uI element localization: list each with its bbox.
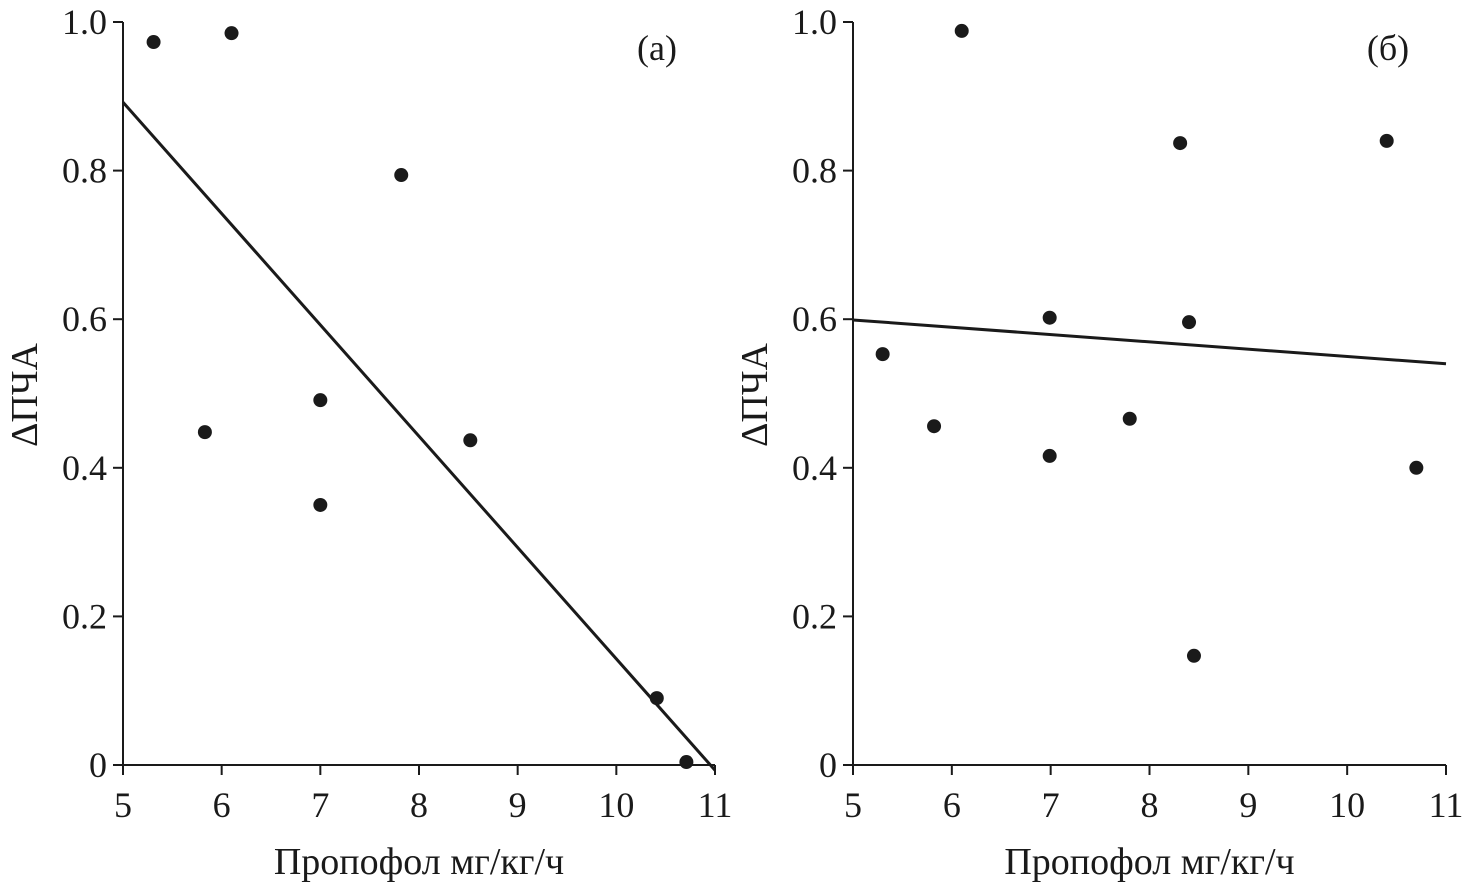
- y-axis-label: ΔПЧА: [4, 342, 46, 447]
- data-point: [463, 433, 478, 448]
- x-tick-label: 9: [509, 785, 527, 825]
- x-tick-label: 8: [1141, 785, 1159, 825]
- data-point: [313, 393, 328, 408]
- panel-label: (б): [1367, 28, 1409, 68]
- x-tick-label: 11: [1429, 785, 1464, 825]
- data-point: [1182, 315, 1197, 330]
- data-point: [875, 347, 890, 362]
- y-tick-label: 1.0: [792, 2, 837, 42]
- panel-label: (а): [637, 28, 677, 68]
- data-point: [313, 497, 328, 512]
- data-point: [1379, 133, 1394, 148]
- panel-1: 5 6 7 8 9 10 11 0 0.2 0.4 0.6 0.8 1.0 (а) Пропофол мг/…: [4, 2, 732, 883]
- data-point: [1042, 310, 1057, 325]
- x-tick-label: 7: [311, 785, 329, 825]
- x-tick-label: 8: [410, 785, 428, 825]
- x-tick-label: 6: [943, 785, 961, 825]
- y-tick-label: 0: [89, 745, 107, 785]
- x-tick-label: 11: [698, 785, 733, 825]
- y-tick-label: 0.2: [792, 596, 837, 636]
- data-point: [394, 168, 409, 183]
- x-tick-label: 6: [213, 785, 231, 825]
- trend-line: [121, 101, 717, 772]
- data-point: [224, 26, 239, 41]
- data-point: [1042, 448, 1057, 463]
- data-point: [1409, 460, 1424, 475]
- data-point: [146, 35, 161, 50]
- y-tick-label: 0.6: [792, 299, 837, 339]
- data-point: [1186, 648, 1201, 663]
- trend-line: [852, 318, 1447, 366]
- x-axis-label: Пропофол мг/кг/ч: [1004, 841, 1294, 883]
- y-tick-label: 0.8: [62, 151, 107, 191]
- y-tick-label: 1.0: [62, 2, 107, 42]
- data-point: [954, 23, 969, 38]
- y-axis-label: ΔПЧА: [734, 342, 776, 447]
- x-tick-label: 9: [1239, 785, 1257, 825]
- data-point: [1122, 411, 1137, 426]
- data-point: [679, 755, 694, 770]
- data-point: [197, 425, 212, 440]
- y-tick-label: 0: [819, 745, 837, 785]
- data-point: [1173, 136, 1188, 151]
- x-tick-label: 10: [598, 785, 634, 825]
- x-tick-label: 5: [844, 785, 862, 825]
- x-tick-label: 7: [1042, 785, 1060, 825]
- x-tick-label: 10: [1329, 785, 1365, 825]
- y-tick-label: 0.8: [792, 151, 837, 191]
- panel-2: 5 6 7 8 9 10 11 0 0.2 0.4 0.6 0.8 1.0 (б) Пропофол мг/…: [734, 2, 1463, 883]
- y-tick-label: 0.2: [62, 596, 107, 636]
- y-tick-label: 0.4: [62, 448, 107, 488]
- x-tick-label: 5: [114, 785, 132, 825]
- x-axis-label: Пропофол мг/кг/ч: [274, 841, 564, 883]
- data-point: [927, 419, 942, 434]
- y-tick-label: 0.4: [792, 448, 837, 488]
- data-point: [649, 691, 664, 706]
- y-tick-label: 0.6: [62, 299, 107, 339]
